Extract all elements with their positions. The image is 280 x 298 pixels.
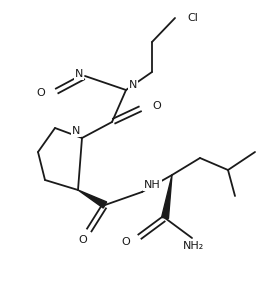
Text: O: O — [152, 101, 161, 111]
Text: NH₂: NH₂ — [183, 241, 205, 251]
Text: O: O — [36, 88, 45, 98]
Text: NH: NH — [144, 180, 161, 190]
Polygon shape — [78, 190, 107, 208]
Text: N: N — [75, 69, 83, 79]
Text: O: O — [121, 237, 130, 247]
Text: N: N — [129, 80, 137, 90]
Text: O: O — [79, 235, 87, 245]
Text: N: N — [72, 126, 80, 136]
Text: Cl: Cl — [187, 13, 198, 23]
Polygon shape — [162, 175, 172, 218]
